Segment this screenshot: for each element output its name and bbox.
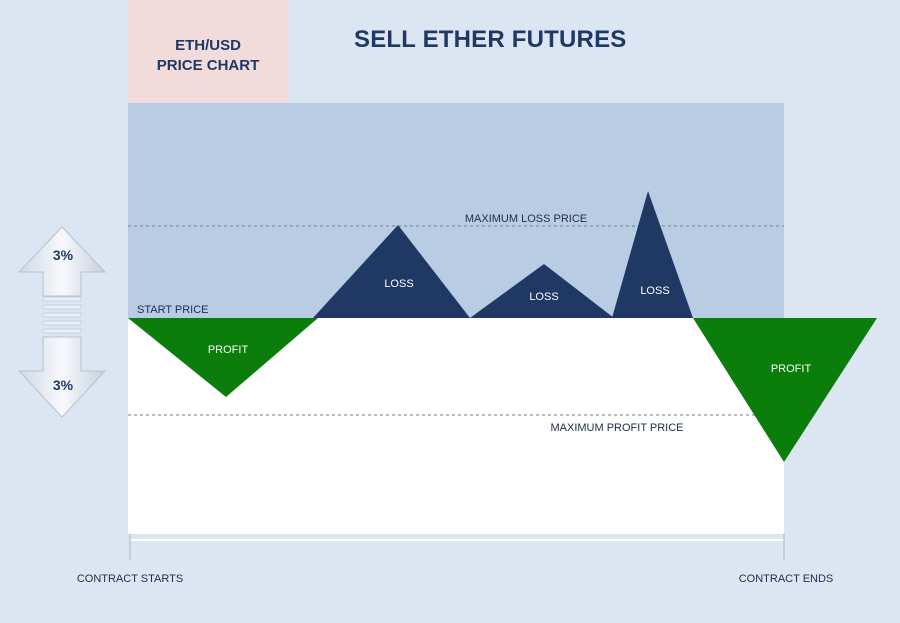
up-arrow-icon: [17, 226, 107, 297]
arrow-band: [42, 296, 82, 302]
arrow-band: [42, 328, 82, 334]
arrow-band: [42, 312, 82, 318]
profit-label-1: PROFIT: [208, 344, 249, 356]
range-arrow: 3% 3%: [17, 226, 107, 418]
loss-triangle-1: [313, 225, 470, 318]
instrument-name: ETH/USD: [175, 36, 241, 54]
profit-label-2: PROFIT: [771, 363, 812, 375]
loss-zone: [128, 103, 784, 318]
maximum-loss-label: MAXIMUM LOSS PRICE: [465, 213, 587, 225]
profit-triangle-2: [693, 318, 877, 462]
contract-starts-label: CONTRACT STARTS: [77, 573, 183, 585]
start-price-label: START PRICE: [137, 304, 209, 316]
loss-label-1: LOSS: [384, 278, 413, 290]
instrument-badge: ETH/USD PRICE CHART: [128, 0, 288, 103]
loss-label-2: LOSS: [529, 291, 558, 303]
loss-triangle-2: [470, 264, 614, 318]
loss-label-3: LOSS: [640, 285, 669, 297]
down-arrow-icon: [17, 336, 107, 418]
arrow-band: [42, 304, 82, 310]
instrument-subtitle: PRICE CHART: [156, 56, 260, 74]
contract-ends-label: CONTRACT ENDS: [739, 573, 834, 585]
down-percent-label: 3%: [53, 377, 74, 393]
arrow-band: [42, 320, 82, 326]
loss-triangle-3: [612, 191, 693, 318]
maximum-profit-label: MAXIMUM PROFIT PRICE: [550, 422, 683, 434]
profit-triangle-1: [128, 318, 318, 397]
up-percent-label: 3%: [53, 247, 74, 263]
page-title: SELL ETHER FUTURES: [354, 26, 627, 53]
